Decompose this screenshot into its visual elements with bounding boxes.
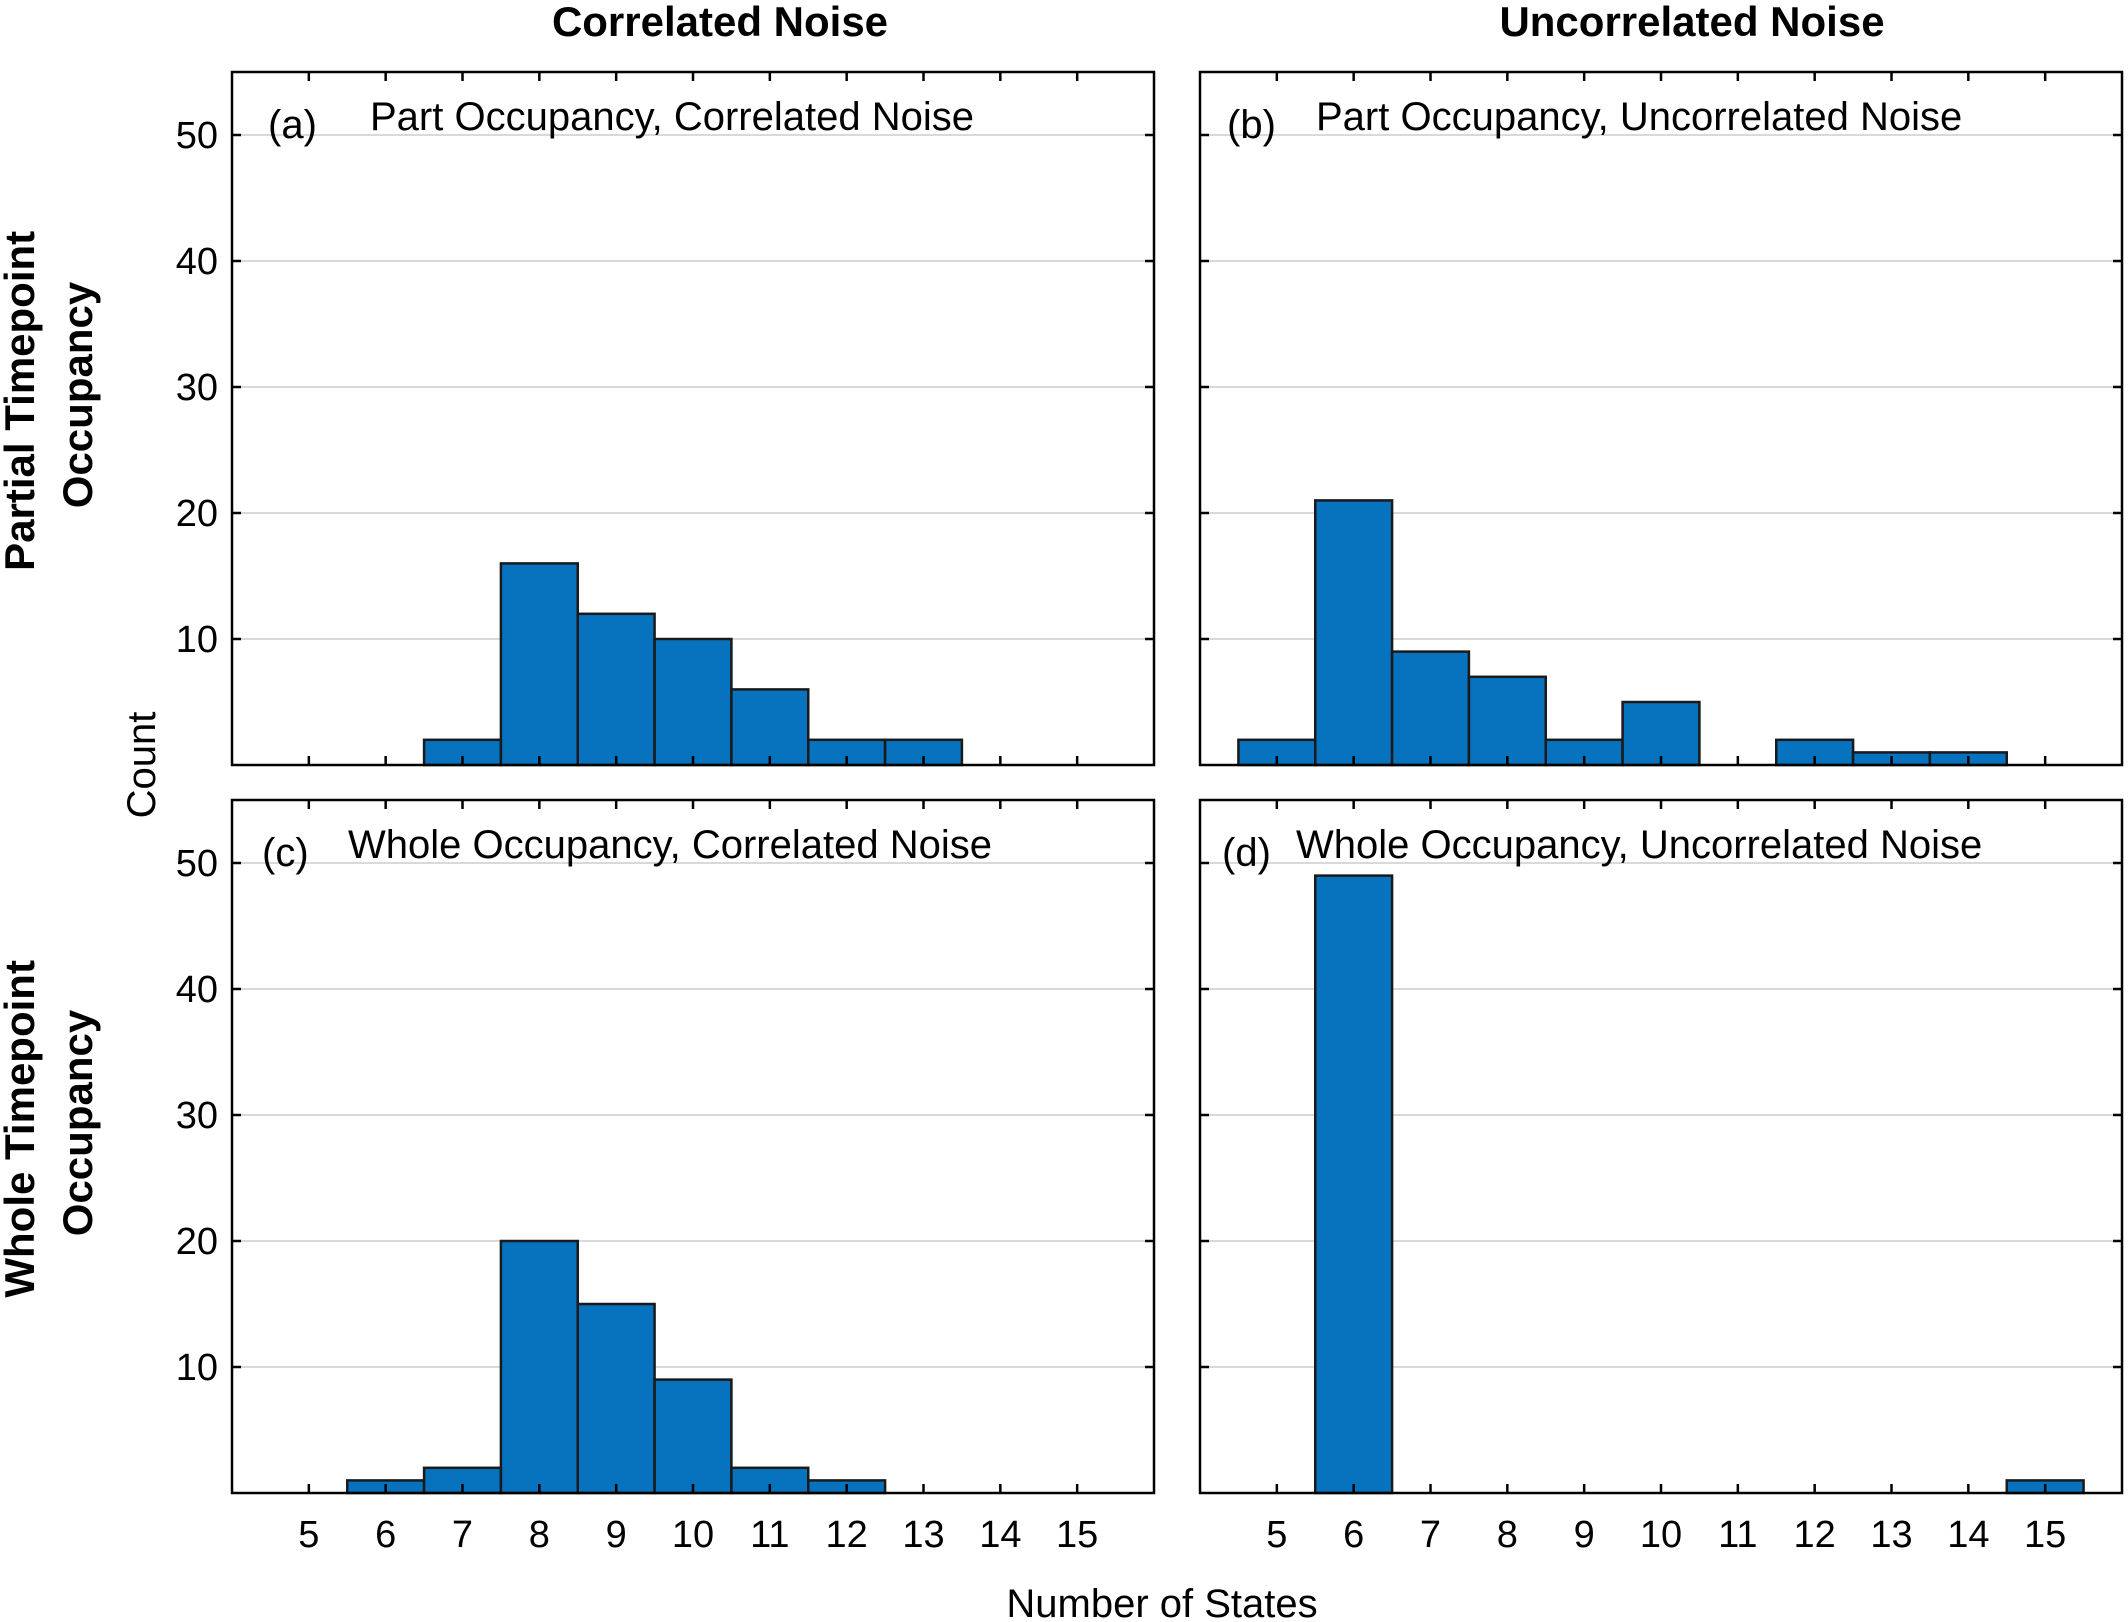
histogram-bar [1467, 675, 1547, 767]
row-title-whole-line1: Whole Timepoint [0, 960, 43, 1298]
y-tick-label: 40 [176, 241, 218, 283]
panel-letter: (a) [268, 103, 317, 147]
row-title-partial-line2: Occupancy [54, 281, 101, 508]
panel-letter: (b) [1227, 103, 1276, 147]
histogram-bar [653, 1378, 733, 1495]
x-tick-label: 5 [1266, 1514, 1287, 1556]
panel-c: 10 20 30 40 50 5 6 7 8 9 10 11 12 13 14 15 (c) Whole Occu… [176, 798, 1156, 1556]
y-tick-label: 10 [176, 1347, 218, 1389]
histogram-bar [576, 1302, 656, 1495]
histogram-bar [1314, 499, 1394, 767]
panel-title: Part Occupancy, Uncorrelated Noise [1316, 95, 1962, 139]
x-tick-label: 7 [1420, 1514, 1441, 1556]
histogram-bar [730, 688, 810, 767]
histogram-bar [653, 637, 733, 767]
x-tick-label: 12 [1794, 1514, 1836, 1556]
panel-b: (b) Part Occupancy, Uncorrelated Noise [1198, 70, 2124, 767]
panel-letter: (d) [1222, 831, 1271, 875]
x-tick-label: 6 [1343, 1514, 1364, 1556]
x-tick-label: 10 [672, 1514, 714, 1556]
x-tick-label: 13 [1870, 1514, 1912, 1556]
x-tick-label: 9 [606, 1514, 627, 1556]
x-tick-label: 12 [826, 1514, 868, 1556]
y-tick-label: 40 [176, 969, 218, 1011]
x-tick-label: 11 [750, 1514, 789, 1556]
histogram-bar [1390, 650, 1471, 767]
x-tick-label: 5 [298, 1514, 319, 1556]
y-tick-label: 20 [176, 1221, 218, 1263]
panels: 10 20 30 40 50 (a) Part Occupancy, Correlated … [176, 70, 2124, 1556]
y-tick-label: 20 [176, 493, 218, 535]
y-tick-label: 10 [176, 619, 218, 661]
histogram-bar [499, 1239, 579, 1495]
x-tick-label: 15 [1056, 1514, 1098, 1556]
x-tick-label: 8 [529, 1514, 550, 1556]
panel-letter: (c) [262, 831, 309, 875]
x-tick-label: 11 [1718, 1514, 1757, 1556]
row-title-partial: Partial Timepoint Occupancy [0, 219, 101, 571]
histogram-bar [1621, 700, 1701, 767]
x-tick-label: 10 [1640, 1514, 1682, 1556]
panel-title: Part Occupancy, Correlated Noise [370, 95, 974, 139]
panel-title: Whole Occupancy, Correlated Noise [348, 823, 992, 867]
x-tick-label: 6 [375, 1514, 396, 1556]
x-tick-label: 9 [1574, 1514, 1595, 1556]
x-tick-label: 8 [1497, 1514, 1518, 1556]
y-tick-label: 50 [176, 843, 218, 885]
panel-a: 10 20 30 40 50 (a) Part Occupancy, Correlated … [176, 70, 1156, 767]
y-tick-label: 50 [176, 115, 218, 157]
x-tick-label: 14 [1947, 1514, 1989, 1556]
column-title-correlated: Correlated Noise [552, 0, 888, 45]
column-title-uncorrelated: Uncorrelated Noise [1499, 0, 1884, 45]
panel-d: 5 6 7 8 9 10 11 12 13 14 15 (d) Whole Occupancy, Unc… [1198, 798, 2124, 1556]
histogram-bar [1314, 874, 1394, 1495]
x-tick-label: 13 [902, 1514, 944, 1556]
x-tick-label: 14 [979, 1514, 1021, 1556]
row-title-partial-line1: Partial Timepoint [0, 231, 43, 571]
histogram-bar [576, 612, 656, 767]
x-axis-label: Number of States [1006, 1582, 1317, 1622]
histogram-bar [499, 562, 579, 767]
x-tick-label: 7 [452, 1514, 473, 1556]
y-axis-label: Count [120, 712, 164, 819]
row-title-whole-line2: Occupancy [54, 1009, 101, 1236]
y-tick-label: 30 [176, 367, 218, 409]
row-title-whole: Whole Timepoint Occupancy [0, 948, 101, 1297]
x-tick-label: 15 [2024, 1514, 2066, 1556]
y-tick-label: 30 [176, 1095, 218, 1137]
panel-title: Whole Occupancy, Uncorrelated Noise [1296, 823, 1982, 867]
